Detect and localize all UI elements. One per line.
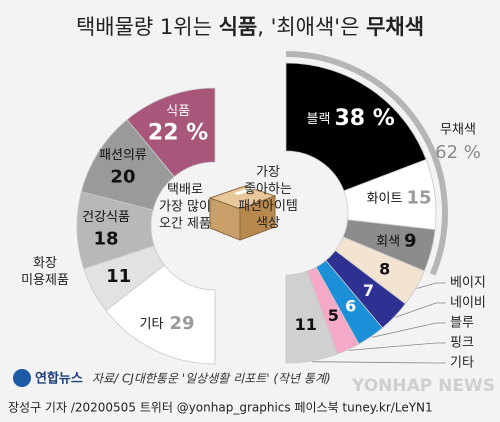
value-label: 9: [404, 231, 417, 252]
segment-label: 화이트 15: [367, 188, 432, 209]
title-part: 택배물량 1위는: [76, 15, 219, 39]
value-label: 5: [328, 306, 339, 325]
value-label: 15: [406, 188, 431, 209]
leader-line: [312, 361, 446, 364]
value-label: 18: [94, 228, 119, 249]
value-label: 20: [110, 167, 135, 188]
group-value: 62 %: [435, 142, 481, 163]
group-bracket: [285, 51, 448, 276]
value-label: 8: [379, 260, 390, 279]
category-label: 회색: [376, 234, 400, 249]
value-label: 11: [106, 266, 131, 287]
segment-label: 회색 9: [376, 231, 416, 252]
leader-line: [416, 282, 446, 289]
segment: [285, 270, 338, 364]
center-text: 택배로 가장 많이 오간 제품: [159, 182, 211, 232]
segment-label: 기타 29: [140, 313, 195, 334]
category-label: 네이비: [450, 296, 486, 311]
category-label: 베이지: [450, 276, 486, 291]
leader-line: [395, 302, 446, 318]
watermark: YONHAP NEWS: [351, 376, 495, 396]
category-label: 블루: [450, 316, 474, 331]
title-part: , '최애색'은: [257, 15, 366, 39]
segment: [285, 62, 427, 192]
group-name: 무채색: [440, 123, 476, 138]
category-label: 블랙: [307, 112, 331, 127]
category-label: 핑크: [450, 336, 474, 351]
title-part: 식품: [219, 15, 258, 39]
leader-line: [371, 322, 446, 338]
logo-icon: [13, 369, 31, 387]
segment: [105, 264, 216, 365]
category-label: 기타: [450, 356, 474, 371]
category-label: 식품: [166, 104, 190, 119]
value-label: 11: [295, 315, 317, 334]
credit: 장성구 기자 /20200505 트위터 @yonhap_graphics 페이…: [8, 401, 433, 415]
title: 택배물량 1위는 식품, '최애색'은 무채색: [76, 15, 424, 39]
value-label: 29: [169, 313, 194, 334]
value-label: 6: [345, 296, 356, 315]
value-label: 7: [363, 281, 374, 300]
category-label: 건강식품: [82, 210, 130, 225]
box-icon: [208, 185, 277, 241]
title-part: 무채색: [366, 15, 424, 39]
leader-line: [348, 342, 446, 351]
logo: 연합뉴스: [35, 371, 83, 387]
segment-label: 블랙 38 %: [307, 106, 395, 131]
category-label: 화장 미용제품: [21, 256, 69, 288]
value-label: 22 %: [148, 120, 208, 145]
category-label: 화이트: [367, 191, 403, 206]
category-label: 기타: [140, 316, 164, 331]
center-text: 가장 좋아하는 패션아이템 색상: [238, 165, 298, 231]
value-label: 38 %: [334, 106, 394, 131]
category-label: 패션의류: [99, 148, 147, 163]
source: 자료/ CJ대한통운 '일상생활 리포트' (작년 통계): [92, 372, 331, 386]
